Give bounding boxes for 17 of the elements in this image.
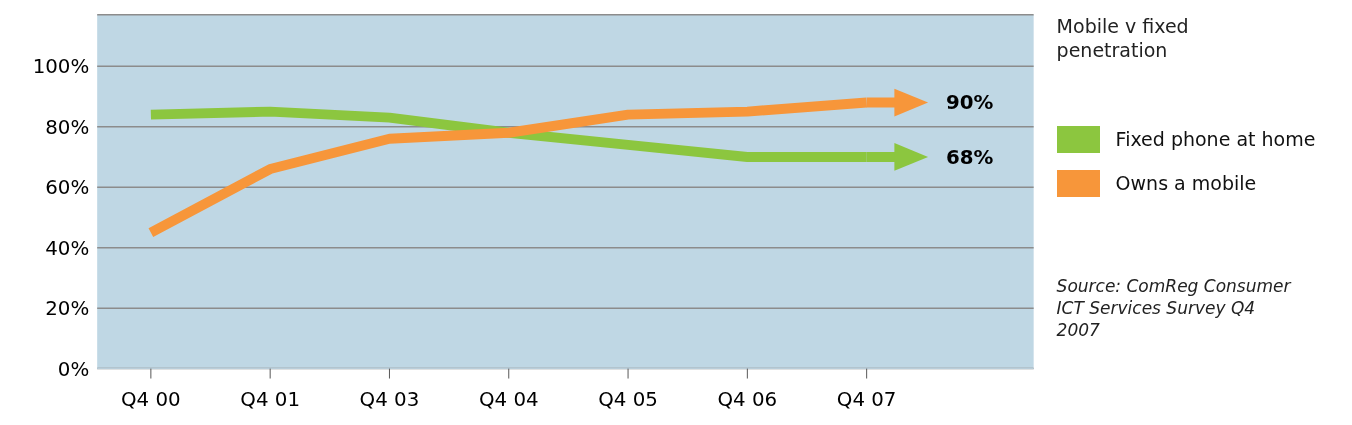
source-note: Source: ComReg Consumer ICT Services Survey Q4 2007 <box>1056 275 1293 341</box>
y-tick-label: 40% <box>45 236 90 260</box>
y-tick-label: 80% <box>45 115 90 139</box>
y-tick-label: 20% <box>45 297 90 321</box>
legend-label: Fixed phone at home <box>1115 128 1316 150</box>
x-tick-label: Q4 04 <box>478 388 539 412</box>
y-tick-label: 100% <box>32 55 90 79</box>
y-tick-label: 0% <box>57 357 90 381</box>
x-tick-label: Q4 00 <box>121 388 181 412</box>
legend-label: Owns a mobile <box>1115 172 1257 194</box>
x-tick-label: Q4 03 <box>359 388 420 412</box>
x-tick-label: Q4 01 <box>240 388 300 412</box>
text: Mobile v fixed penetration <box>1056 14 1190 62</box>
y-tick-label: 60% <box>45 176 90 200</box>
x-tick-label: Q4 06 <box>717 388 778 412</box>
x-tick-label: Q4 05 <box>598 388 658 412</box>
x-tick-label: Q4 07 <box>836 388 897 412</box>
